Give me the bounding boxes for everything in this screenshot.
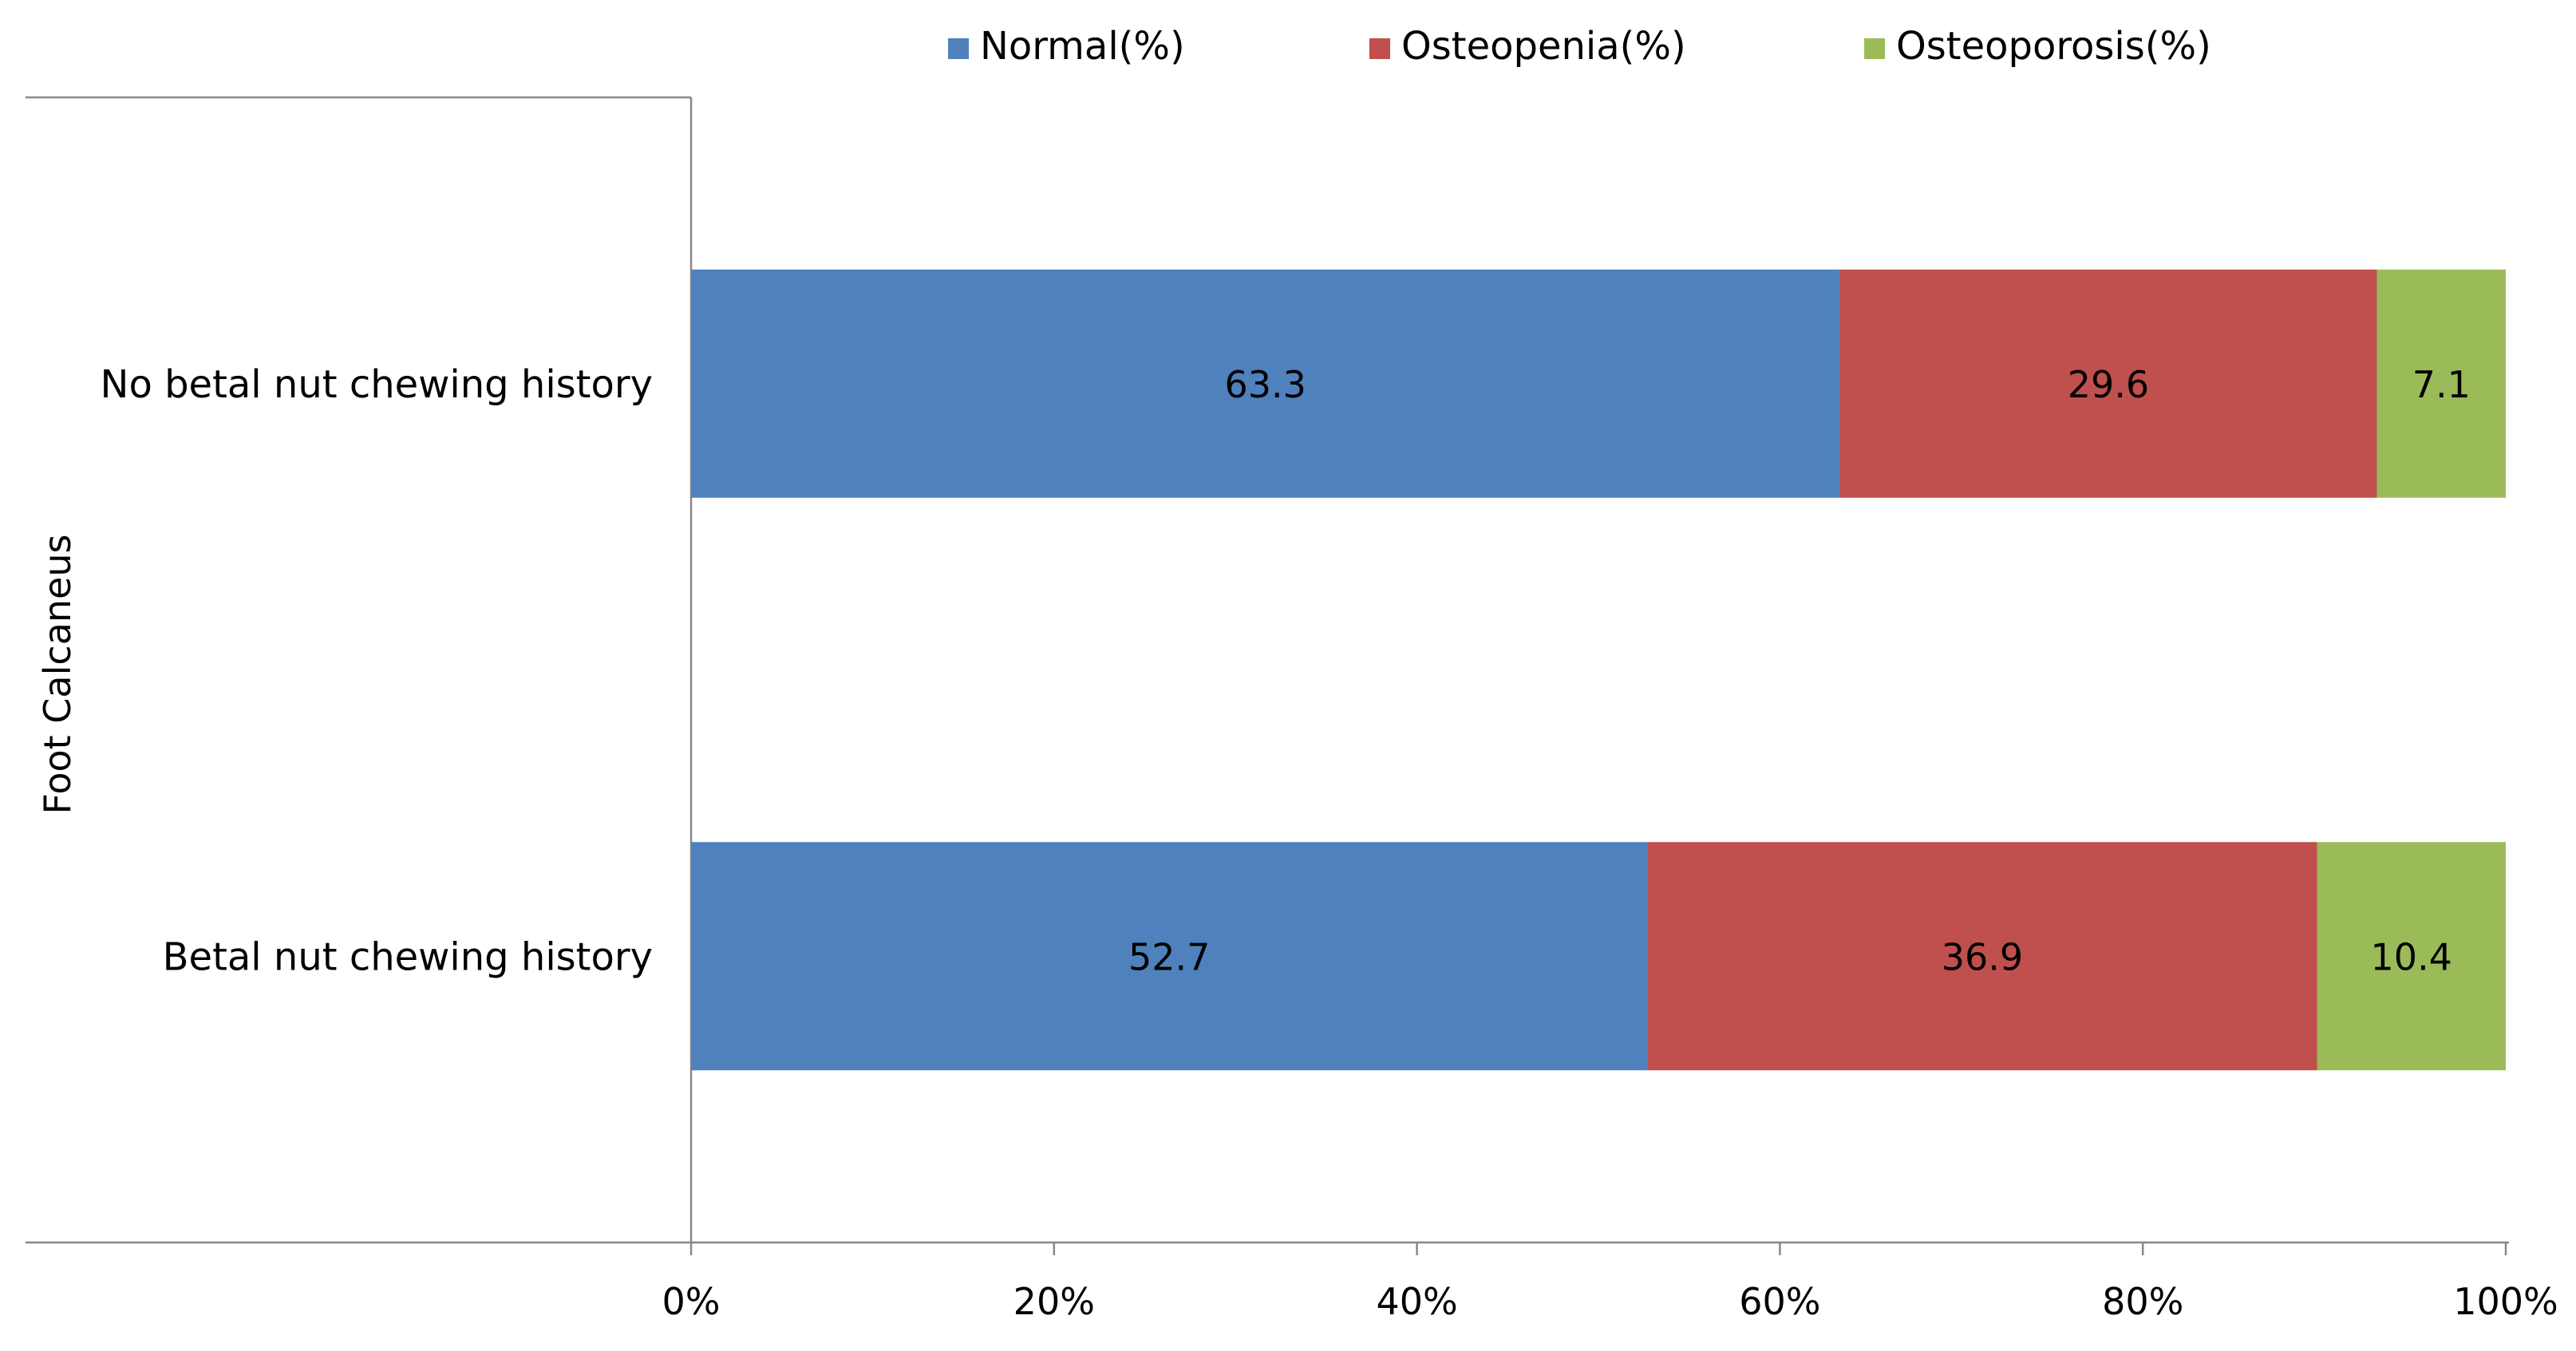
bar-value-label: 63.3 [1225,363,1306,406]
bar-value-label: 7.1 [2412,363,2471,406]
x-tick-label: 100% [2453,1280,2558,1323]
bar-osteoporosis-1 [2376,269,2506,498]
x-tick-label: 0% [662,1280,721,1323]
x-axis-ticks: 0% 20% 40% 60% 80% 100% [662,1242,2558,1323]
legend-swatch-normal [948,38,969,59]
bar-normal-2 [691,842,1648,1071]
legend: Normal(%) Osteopenia(%) Osteoporosis(%) [948,24,2211,69]
x-tick-label: 80% [2102,1280,2183,1323]
category-labels: No betal nut chewing history Betal nut ch… [101,362,653,980]
x-tick-label: 60% [1739,1280,1820,1323]
y-axis-label: Foot Calcaneus [36,535,79,815]
bar-value-label: 29.6 [2068,363,2149,406]
legend-swatch-osteopenia [1369,38,1390,59]
bar-osteoporosis-2 [2317,842,2506,1071]
bars: 63.3 29.6 7.1 52.7 36.9 10.4 [691,269,2506,1071]
legend-label: Osteopenia(%) [1401,24,1686,69]
x-tick-label: 20% [1013,1280,1095,1323]
bar-osteopenia-2 [1647,842,2317,1071]
legend-label: Osteoporosis(%) [1896,24,2211,69]
category-label: Betal nut chewing history [163,934,653,979]
x-tick-label: 40% [1376,1280,1457,1323]
bar-value-label: 36.9 [1942,935,2023,978]
bar-value-label: 52.7 [1128,935,1210,978]
legend-swatch-osteoporosis [1864,38,1885,59]
bar-value-label: 10.4 [2371,935,2452,978]
bar-normal-1 [691,269,1840,498]
category-label: No betal nut chewing history [101,362,653,407]
plot-frame [26,96,2509,1244]
bar-osteopenia-1 [1839,269,2377,498]
legend-label: Normal(%) [980,24,1185,69]
